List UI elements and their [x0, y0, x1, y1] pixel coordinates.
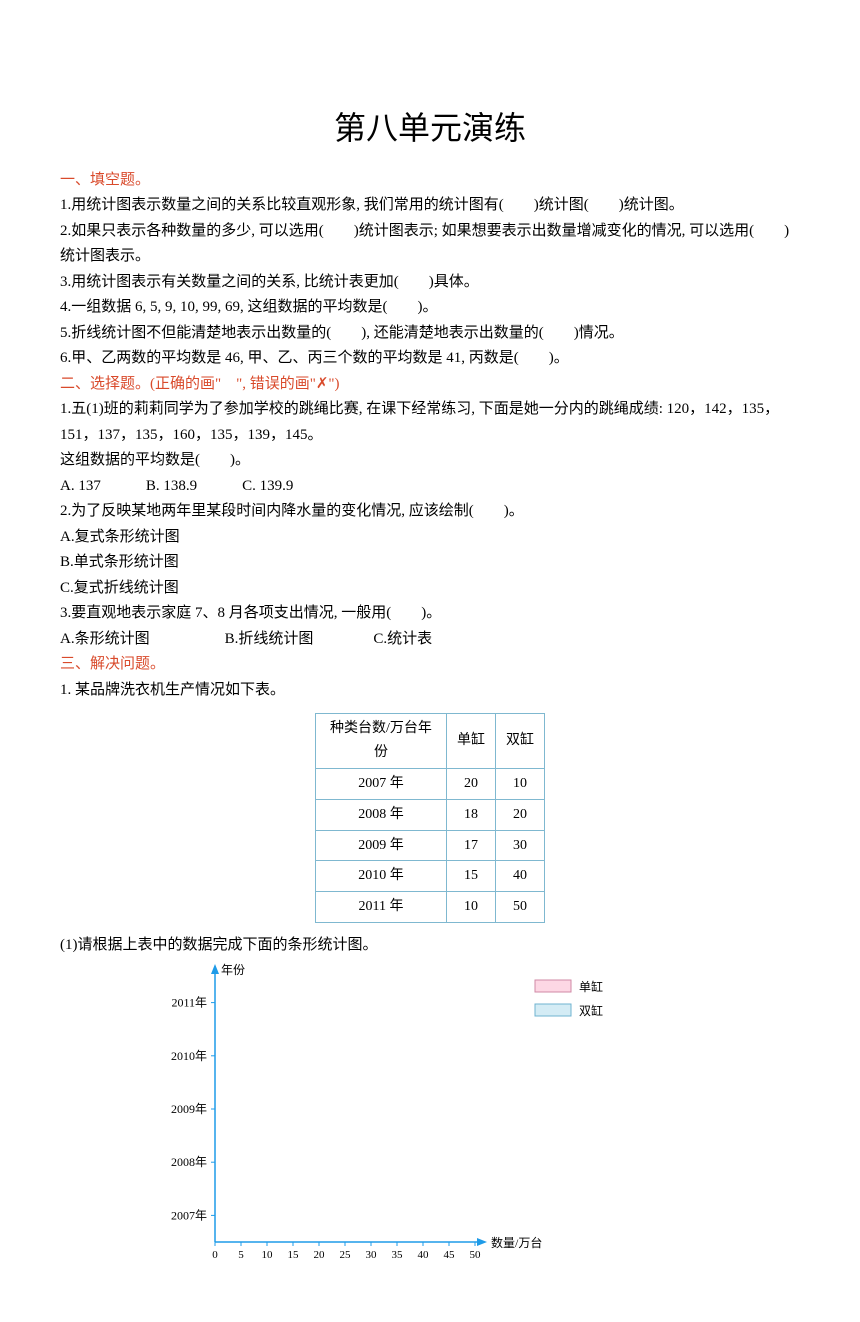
table-row: 2009 年 17 30 — [316, 830, 545, 861]
svg-text:20: 20 — [314, 1249, 326, 1261]
data-table-wrap: 种类台数/万台年份 单缸 双缸 2007 年 20 10 2008 年 18 2… — [60, 713, 800, 923]
q-c1: 1. 某品牌洗衣机生产情况如下表。 — [60, 678, 800, 704]
svg-text:数量/万台: 数量/万台 — [491, 1235, 542, 1250]
table-cell: 20 — [447, 768, 496, 799]
svg-text:单缸: 单缸 — [579, 979, 603, 994]
q-b2a: A.复式条形统计图 — [60, 525, 800, 551]
q-a5: 5.折线统计图不但能清楚地表示出数量的( ), 还能清楚地表示出数量的( )情况… — [60, 321, 800, 347]
svg-text:2009年: 2009年 — [171, 1102, 207, 1116]
table-cell: 2011 年 — [316, 892, 447, 923]
table-cell: 2007 年 — [316, 768, 447, 799]
table-cell: 2008 年 — [316, 799, 447, 830]
table-row: 2011 年 10 50 — [316, 892, 545, 923]
svg-text:5: 5 — [238, 1249, 244, 1261]
q-a3: 3.用统计图表示有关数量之间的关系, 比统计表更加( )具体。 — [60, 270, 800, 296]
svg-text:10: 10 — [262, 1249, 274, 1261]
table-header-cell: 种类台数/万台年份 — [316, 714, 447, 769]
table-cell: 18 — [447, 799, 496, 830]
q-b3-opts: A.条形统计图 B.折线统计图 C.统计表 — [60, 627, 800, 653]
bar-chart: 年份数量/万台 0 5 10 15 20 25 30 35 40 45 50 2011年 2010年 200… — [155, 962, 705, 1282]
table-row: 2007 年 20 10 — [316, 768, 545, 799]
q-b2c: C.复式折线统计图 — [60, 576, 800, 602]
q-b2: 2.为了反映某地两年里某段时间内降水量的变化情况, 应该绘制( )。 — [60, 499, 800, 525]
table-row: 2008 年 18 20 — [316, 799, 545, 830]
table-cell: 10 — [447, 892, 496, 923]
section-b-head: 二、选择题。(正确的画" ", 错误的画"✗") — [60, 372, 800, 398]
svg-text:双缸: 双缸 — [579, 1003, 603, 1018]
section-b: 二、选择题。(正确的画" ", 错误的画"✗") 1.五(1)班的莉莉同学为了参… — [60, 372, 800, 653]
q-b1a: 1.五(1)班的莉莉同学为了参加学校的跳绳比赛, 在课下经常练习, 下面是她一分… — [60, 397, 800, 448]
q-b1b: 这组数据的平均数是( )。 — [60, 448, 800, 474]
svg-text:2008年: 2008年 — [171, 1156, 207, 1170]
table-cell: 2010 年 — [316, 861, 447, 892]
table-header-row: 种类台数/万台年份 单缸 双缸 — [316, 714, 545, 769]
table-cell: 30 — [496, 830, 545, 861]
svg-text:2011年: 2011年 — [171, 996, 207, 1010]
q-b1-opts: A. 137 B. 138.9 C. 139.9 — [60, 474, 800, 500]
section-c: 三、解决问题。 1. 某品牌洗衣机生产情况如下表。 — [60, 652, 800, 703]
svg-text:35: 35 — [392, 1249, 404, 1261]
q-a1: 1.用统计图表示数量之间的关系比较直观形象, 我们常用的统计图有( )统计图( … — [60, 193, 800, 219]
svg-text:30: 30 — [366, 1249, 378, 1261]
svg-text:40: 40 — [418, 1249, 430, 1261]
q-b2b: B.单式条形统计图 — [60, 550, 800, 576]
table-cell: 10 — [496, 768, 545, 799]
table-header-cell: 单缸 — [447, 714, 496, 769]
q-a2: 2.如果只表示各种数量的多少, 可以选用( )统计图表示; 如果想要表示出数量增… — [60, 219, 800, 270]
q-c1-sub1: (1)请根据上表中的数据完成下面的条形统计图。 — [60, 933, 800, 959]
washing-machine-table: 种类台数/万台年份 单缸 双缸 2007 年 20 10 2008 年 18 2… — [315, 713, 545, 923]
q-b3: 3.要直观地表示家庭 7、8 月各项支出情况, 一般用( )。 — [60, 601, 800, 627]
svg-text:年份: 年份 — [221, 963, 245, 977]
table-cell: 20 — [496, 799, 545, 830]
svg-text:45: 45 — [444, 1249, 456, 1261]
table-cell: 2009 年 — [316, 830, 447, 861]
section-a-head: 一、填空题。 — [60, 168, 800, 194]
table-row: 2010 年 15 40 — [316, 861, 545, 892]
table-cell: 15 — [447, 861, 496, 892]
section-a: 一、填空题。 1.用统计图表示数量之间的关系比较直观形象, 我们常用的统计图有(… — [60, 168, 800, 372]
table-cell: 17 — [447, 830, 496, 861]
bar-chart-wrap: 年份数量/万台 0 5 10 15 20 25 30 35 40 45 50 2011年 2010年 200… — [60, 962, 800, 1282]
section-c-head: 三、解决问题。 — [60, 652, 800, 678]
q-a4: 4.一组数据 6, 5, 9, 10, 99, 69, 这组数据的平均数是( )… — [60, 295, 800, 321]
svg-text:25: 25 — [340, 1249, 352, 1261]
table-header-cell: 双缸 — [496, 714, 545, 769]
svg-text:15: 15 — [288, 1249, 300, 1261]
table-cell: 40 — [496, 861, 545, 892]
svg-text:0: 0 — [212, 1249, 218, 1261]
svg-text:2010年: 2010年 — [171, 1049, 207, 1063]
page-title: 第八单元演练 — [60, 101, 800, 155]
svg-text:50: 50 — [470, 1249, 482, 1261]
table-cell: 50 — [496, 892, 545, 923]
q-a6: 6.甲、乙两数的平均数是 46, 甲、乙、丙三个数的平均数是 41, 丙数是( … — [60, 346, 800, 372]
